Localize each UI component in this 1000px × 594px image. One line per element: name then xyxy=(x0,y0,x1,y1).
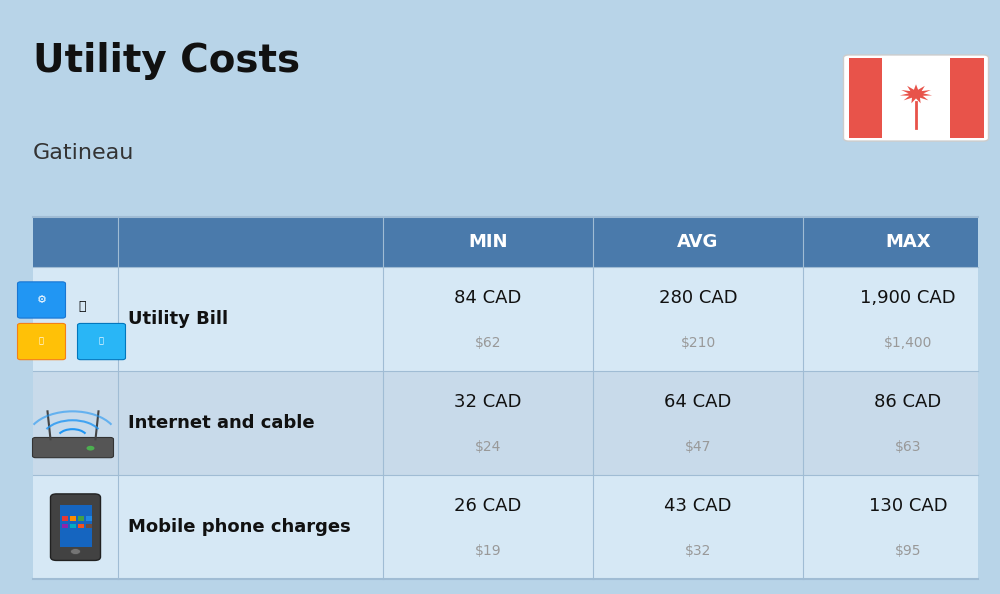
Bar xyxy=(848,58,882,138)
Text: $47: $47 xyxy=(685,440,711,454)
Text: Utility Bill: Utility Bill xyxy=(128,310,228,328)
Bar xyxy=(86,524,92,529)
Text: 💧: 💧 xyxy=(99,337,104,346)
Bar xyxy=(78,516,84,522)
Text: 43 CAD: 43 CAD xyxy=(664,497,732,516)
FancyBboxPatch shape xyxy=(78,323,126,360)
Bar xyxy=(33,217,978,267)
Text: 84 CAD: 84 CAD xyxy=(454,289,522,308)
Text: 1,900 CAD: 1,900 CAD xyxy=(860,289,956,308)
Text: $19: $19 xyxy=(475,544,501,558)
Text: $32: $32 xyxy=(685,544,711,558)
Text: 64 CAD: 64 CAD xyxy=(664,393,732,412)
Text: 32 CAD: 32 CAD xyxy=(454,393,522,412)
Text: Internet and cable: Internet and cable xyxy=(128,414,315,432)
Text: $62: $62 xyxy=(475,336,501,350)
Text: 86 CAD: 86 CAD xyxy=(874,393,942,412)
Text: AVG: AVG xyxy=(677,233,719,251)
FancyBboxPatch shape xyxy=(18,282,66,318)
Circle shape xyxy=(71,549,81,555)
Text: 26 CAD: 26 CAD xyxy=(454,497,522,516)
Bar xyxy=(78,524,84,529)
Text: $1,400: $1,400 xyxy=(884,336,932,350)
Text: 🧑: 🧑 xyxy=(79,300,86,312)
Text: Utility Costs: Utility Costs xyxy=(33,42,300,80)
Text: $210: $210 xyxy=(680,336,716,350)
Bar xyxy=(950,58,984,138)
Polygon shape xyxy=(900,84,932,103)
Bar xyxy=(70,524,76,529)
Bar xyxy=(33,475,978,579)
Text: ⚙: ⚙ xyxy=(37,295,47,305)
Text: Gatineau: Gatineau xyxy=(33,143,134,163)
Text: $63: $63 xyxy=(895,440,921,454)
Text: MIN: MIN xyxy=(468,233,508,251)
Bar xyxy=(70,516,76,522)
Text: Mobile phone charges: Mobile phone charges xyxy=(128,518,351,536)
Bar xyxy=(60,504,92,548)
FancyBboxPatch shape xyxy=(51,494,100,560)
Bar xyxy=(62,524,68,529)
Text: 🔌: 🔌 xyxy=(39,337,44,346)
Bar xyxy=(33,371,978,475)
Circle shape xyxy=(87,446,95,450)
Text: 280 CAD: 280 CAD xyxy=(659,289,737,308)
FancyBboxPatch shape xyxy=(33,437,114,457)
Bar xyxy=(33,475,118,579)
Text: MAX: MAX xyxy=(885,233,931,251)
Text: $95: $95 xyxy=(895,544,921,558)
Bar xyxy=(62,516,68,522)
Bar xyxy=(33,267,118,371)
Bar xyxy=(86,516,92,522)
Text: 130 CAD: 130 CAD xyxy=(869,497,947,516)
Bar xyxy=(33,267,978,371)
Text: $24: $24 xyxy=(475,440,501,454)
Bar xyxy=(33,371,118,475)
FancyBboxPatch shape xyxy=(844,55,988,141)
FancyBboxPatch shape xyxy=(18,323,66,360)
